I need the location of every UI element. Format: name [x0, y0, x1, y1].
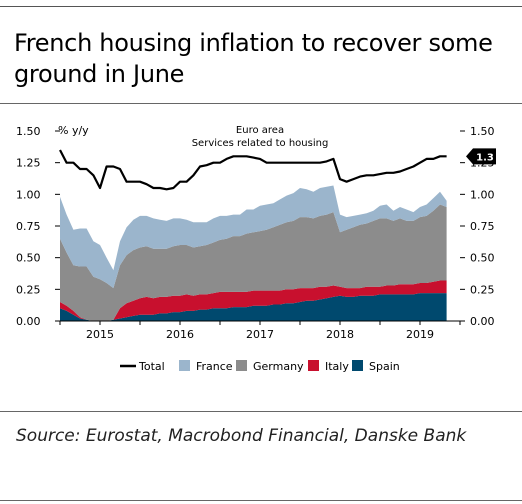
line-total — [59, 149, 447, 191]
legend-swatch-france — [179, 360, 190, 371]
stacked-areas — [60, 185, 447, 321]
area-spain — [60, 293, 447, 321]
annotation-line-1: Euro area — [236, 125, 284, 136]
y-tick-label-left: 0.50 — [16, 252, 41, 265]
chart-title: French housing inflation to recover some… — [14, 29, 493, 88]
top-border — [0, 6, 522, 7]
x-tick-label: 2017 — [246, 328, 274, 341]
legend: Total France Germany Italy Spain — [120, 360, 400, 373]
area-germany — [60, 204, 447, 321]
total-line-group — [59, 149, 447, 191]
y-tick-label-left: 0.25 — [16, 283, 41, 296]
x-tick-label: 2019 — [406, 328, 434, 341]
y-tick-label-right: 0.75 — [470, 220, 495, 233]
y-tick-label-right: 0.00 — [470, 315, 495, 328]
legend-label-italy: Italy — [325, 360, 349, 373]
y-tick-label-left: 0.00 — [16, 315, 41, 328]
bottom-border — [0, 500, 522, 501]
y-tick-label-left: 1.00 — [16, 188, 41, 201]
last-value-label: 1.3 — [476, 152, 494, 163]
y-tick-label-right: 0.50 — [470, 252, 495, 265]
title-divider — [0, 103, 522, 104]
y-tick-label-left: 1.25 — [16, 157, 41, 170]
legend-label-france: France — [196, 360, 233, 373]
area-italy — [60, 280, 447, 321]
annotation-line-2: Services related to housing — [192, 138, 329, 149]
legend-label-total: Total — [138, 360, 165, 373]
area-france — [60, 185, 447, 289]
chart: 0.00 0.00 0.25 0.25 0.50 0.50 0.75 0.75 1.00 1.00… — [16, 124, 496, 373]
y-tick-label-left: 0.75 — [16, 220, 41, 233]
legend-label-spain: Spain — [369, 360, 400, 373]
y-axis-label: % y/y — [58, 124, 89, 137]
source-divider — [0, 411, 522, 412]
last-value-badge: 1.3 — [466, 148, 496, 165]
x-tick-label: 2015 — [86, 328, 114, 341]
y-tick-label-left: 1.50 — [16, 125, 41, 138]
legend-swatch-italy — [308, 360, 319, 371]
x-tick-label: 2016 — [166, 328, 194, 341]
y-tick-label-right: 1.50 — [470, 125, 495, 138]
y-tick-label-right: 0.25 — [470, 283, 495, 296]
legend-swatch-germany — [236, 360, 247, 371]
legend-swatch-spain — [352, 360, 363, 371]
source-note: Source: Eurostat, Macrobond Financial, D… — [16, 426, 467, 446]
axes: 0.00 0.00 0.25 0.25 0.50 0.50 0.75 0.75 1.00 1.00… — [16, 125, 495, 341]
x-tick-label: 2018 — [326, 328, 354, 341]
last-value-badge-shape — [466, 148, 496, 165]
y-tick-label-right: 1.00 — [470, 188, 495, 201]
legend-label-germany: Germany — [253, 360, 304, 373]
